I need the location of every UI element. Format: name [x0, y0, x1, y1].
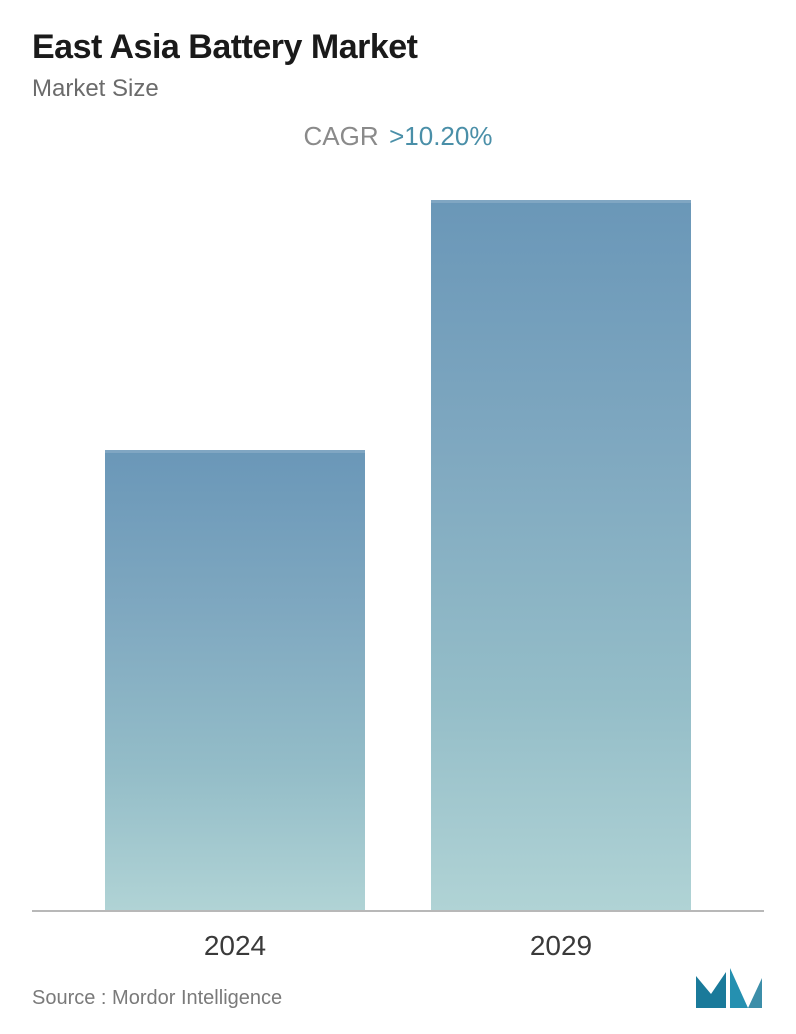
brand-logo-icon	[694, 966, 764, 1010]
bar-group-2024	[95, 450, 375, 910]
x-axis-labels: 2024 2029	[32, 912, 764, 962]
cagr-label: CAGR	[304, 121, 379, 151]
chart-footer: Source : Mordor Intelligence	[32, 966, 764, 1010]
chart-title: East Asia Battery Market	[32, 28, 764, 67]
x-label-1: 2029	[421, 930, 701, 962]
source-text: Source : Mordor Intelligence	[32, 987, 282, 1010]
chart-subtitle: Market Size	[32, 75, 764, 103]
cagr-value: >10.20%	[389, 121, 492, 151]
x-label-0: 2024	[95, 930, 375, 962]
bar-chart	[32, 192, 764, 912]
bar-2029	[431, 200, 691, 910]
bar-2024	[105, 450, 365, 910]
cagr-row: CAGR >10.20%	[32, 121, 764, 152]
bar-group-2029	[421, 200, 701, 910]
